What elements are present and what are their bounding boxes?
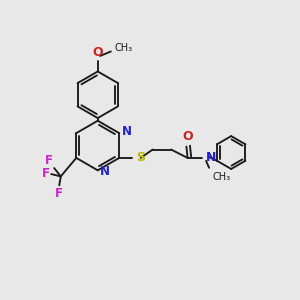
Text: F: F — [45, 154, 53, 166]
Text: N: N — [122, 125, 132, 138]
Text: O: O — [92, 46, 103, 59]
Text: O: O — [183, 130, 194, 143]
Text: CH₃: CH₃ — [115, 44, 133, 53]
Text: F: F — [41, 167, 50, 180]
Text: CH₃: CH₃ — [213, 172, 231, 182]
Text: N: N — [100, 165, 110, 178]
Text: F: F — [55, 187, 63, 200]
Text: S: S — [136, 152, 145, 164]
Text: N: N — [206, 152, 217, 164]
